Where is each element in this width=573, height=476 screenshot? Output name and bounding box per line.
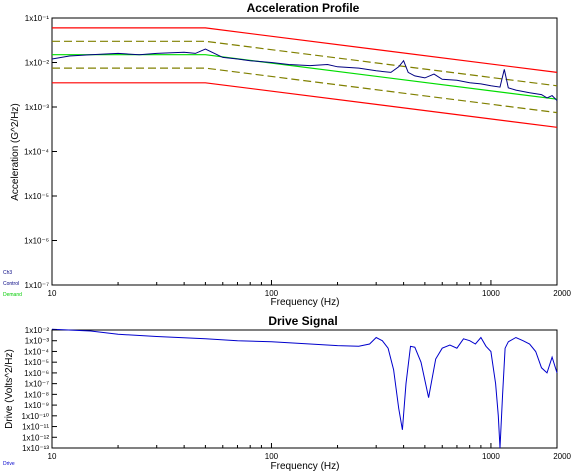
chart-title: Acceleration Profile [247, 1, 360, 15]
legend-entry-control: Control [3, 281, 19, 287]
series-line-drive [51, 328, 558, 449]
series-line-alarm_lower [52, 67, 558, 114]
x-axis-label: Frequency (Hz) [271, 297, 340, 308]
y-tick-label: 1x10⁻³ [25, 103, 50, 112]
series-line-control [51, 48, 558, 101]
y-tick-label: 1x10⁻¹ [25, 14, 50, 23]
x-axis-ticks: 10 100 1000 2000 [48, 443, 572, 461]
y-tick-label: 1x10⁻² [25, 59, 50, 68]
y-tick-label: 1x10⁻¹⁰ [22, 412, 49, 421]
x-tick-label: 100 [265, 289, 279, 298]
y-tick-label: 1x10⁻⁵ [24, 192, 49, 201]
x-tick-label: 2000 [553, 289, 571, 298]
legend-entry-ch3: Ch3 [3, 270, 12, 276]
series-line-abort_upper [52, 27, 558, 73]
x-tick-label: 1000 [482, 452, 500, 461]
legend-entry-drive: Drive [3, 461, 15, 467]
y-tick-label: 1x10⁻⁵ [24, 358, 49, 367]
y-tick-label: 1x10⁻⁹ [24, 401, 49, 410]
y-axis-label: Acceleration (G^2/Hz) [10, 103, 21, 201]
x-tick-label: 100 [265, 452, 279, 461]
y-tick-label: 1x10⁻² [25, 326, 50, 335]
x-tick-label: 2000 [553, 452, 571, 461]
y-tick-label: 1x10⁻⁴ [24, 148, 50, 157]
series-line-abort_lower [52, 82, 558, 128]
y-tick-label: 1x10⁻⁶ [24, 237, 49, 246]
y-tick-label: 1x10⁻⁴ [24, 347, 50, 356]
y-tick-label: 1x10⁻⁸ [24, 390, 49, 399]
x-axis-label: Frequency (Hz) [271, 461, 340, 472]
y-tick-label: 1x10⁻⁷ [25, 281, 50, 290]
acceleration-profile-chart: Acceleration Profile 10 100 1000 2000 1x10⁻… [3, 1, 572, 308]
y-tick-label: 1x10⁻³ [25, 337, 50, 346]
y-tick-label: 1x10⁻⁶ [24, 369, 49, 378]
x-tick-label: 10 [48, 289, 57, 298]
legend: Ch3 Control Demand [3, 270, 22, 298]
drive-signal-chart: Drive Signal 10 100 1000 2000 1x10⁻²1x10⁻³1… [3, 314, 572, 472]
y-tick-label: 1x10⁻¹¹ [22, 423, 49, 432]
y-axis-ticks: 1x10⁻¹ 1x10⁻² 1x10⁻³ 1x10⁻⁴ 1x10⁻⁵ 1x10⁻⁶ 1x10… [24, 14, 57, 290]
y-axis-ticks: 1x10⁻²1x10⁻³1x10⁻⁴1x10⁻⁵1x10⁻⁶1x10⁻⁷1x10… [22, 326, 57, 453]
x-axis-ticks: 10 100 1000 2000 [48, 280, 572, 298]
series-line-alarm_upper [52, 40, 558, 87]
y-tick-label: 1x10⁻⁷ [25, 380, 50, 389]
y-axis-label: Drive (Volts^2/Hz) [4, 349, 15, 429]
y-tick-label: 1x10⁻¹² [22, 433, 49, 442]
y-tick-label: 1x10⁻¹³ [22, 444, 49, 453]
plot-area [51, 329, 558, 449]
series-layer [51, 328, 558, 449]
legend: Drive [3, 461, 15, 467]
legend-entry-demand: Demand [3, 292, 22, 298]
series-layer [51, 27, 558, 128]
chart-title: Drive Signal [268, 314, 337, 328]
x-tick-label: 1000 [482, 289, 500, 298]
x-tick-label: 10 [48, 452, 57, 461]
plot-area [51, 17, 558, 286]
series-line-demand [52, 54, 558, 100]
